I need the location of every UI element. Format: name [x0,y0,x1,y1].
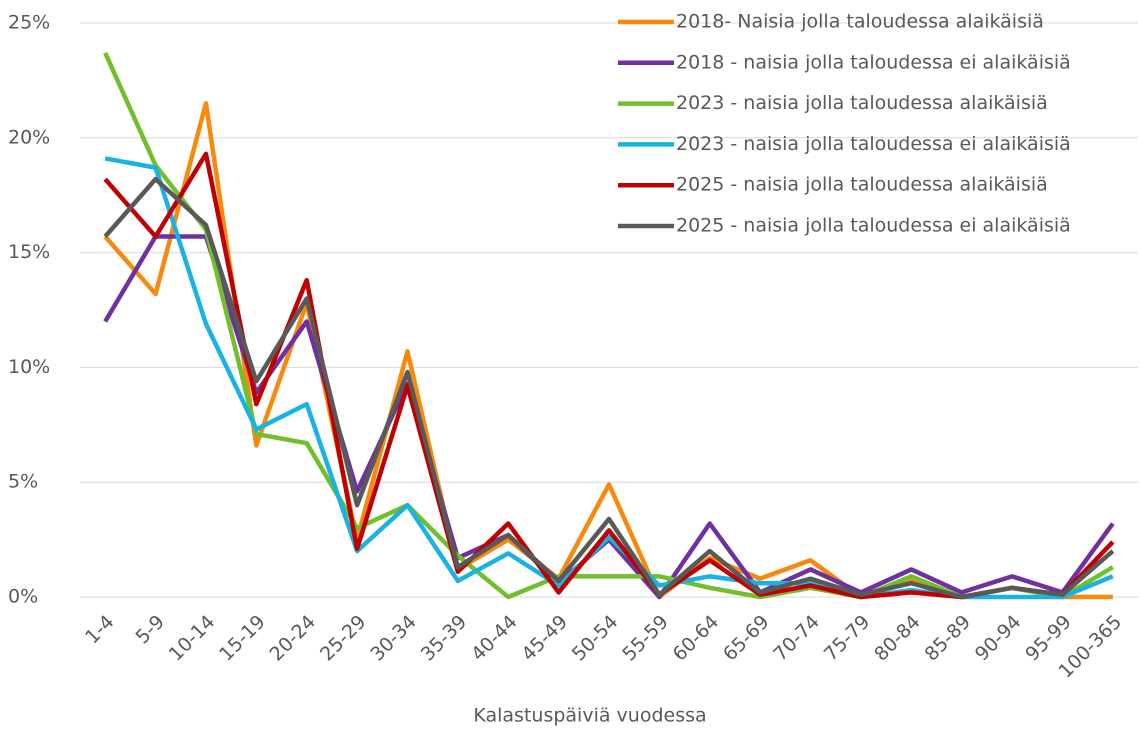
line-series [103,234,1115,600]
line-series [103,176,1115,600]
x-tick-label: 15-19 [215,611,270,666]
y-tick-label: 25% [8,12,50,34]
x-tick-label: 75-79 [820,611,875,666]
x-tick-label: 85-89 [920,611,975,666]
y-tick-label: 20% [8,126,50,148]
x-tick-label: 10-14 [165,611,220,666]
x-tick-label: 25-29 [316,611,371,666]
legend-label: 2018 - naisia jolla taloudessa ei alaikä… [676,51,1071,73]
x-tick-label: 90-94 [971,611,1026,666]
x-tick-label: 55-59 [618,611,673,666]
line-series [103,151,1115,600]
legend-label: 2025 - naisia jolla taloudessa ei alaikä… [676,215,1071,237]
x-tick-label: 80-84 [870,611,925,666]
x-tick-label: 30-34 [366,611,421,666]
x-tick-label: 40-44 [467,611,522,666]
y-tick-label: 5% [8,471,38,493]
y-tick-label: 15% [8,241,50,263]
legend-label: 2023 - naisia jolla taloudessa ei alaikä… [676,133,1071,155]
x-tick-label: 5-9 [131,611,169,649]
x-tick-label: 70-74 [769,611,824,666]
legend-label: 2018- Naisia jolla taloudessa alaikäisiä [676,11,1044,33]
x-tick-label: 60-64 [669,611,724,666]
y-tick-label: 0% [8,586,38,608]
x-tick-label: 1-4 [81,611,119,649]
x-tick-label: 35-39 [417,611,472,666]
x-tick-label: 20-24 [266,611,321,666]
legend-label: 2025 - naisia jolla taloudessa alaikäisi… [676,174,1048,196]
x-axis-label: Kalastuspäiviä vuodessa [473,705,706,727]
y-tick-label: 10% [8,356,50,378]
x-tick-label: 50-54 [568,611,623,666]
x-tick-label: 65-69 [719,611,774,666]
legend-label: 2023 - naisia jolla taloudessa alaikäisi… [676,92,1048,114]
x-tick-label: 45-49 [517,611,572,666]
